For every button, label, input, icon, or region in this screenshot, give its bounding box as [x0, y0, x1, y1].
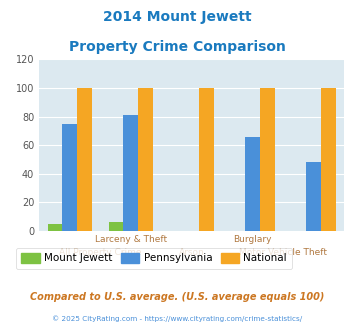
Legend: Mount Jewett, Pennsylvania, National: Mount Jewett, Pennsylvania, National [16, 248, 292, 269]
Bar [321, 88, 336, 231]
Bar [245, 137, 260, 231]
Bar [123, 115, 138, 231]
Bar [138, 88, 153, 231]
Bar [306, 162, 321, 231]
Text: Property Crime Comparison: Property Crime Comparison [69, 40, 286, 53]
Text: Motor Vehicle Theft: Motor Vehicle Theft [239, 248, 327, 257]
Bar [48, 224, 62, 231]
Text: © 2025 CityRating.com - https://www.cityrating.com/crime-statistics/: © 2025 CityRating.com - https://www.city… [53, 315, 302, 322]
Text: Arson: Arson [179, 248, 204, 257]
Bar [77, 88, 92, 231]
Text: 2014 Mount Jewett: 2014 Mount Jewett [103, 10, 252, 24]
Text: All Property Crime: All Property Crime [59, 248, 141, 257]
Text: Larceny & Theft: Larceny & Theft [94, 235, 167, 244]
Bar [199, 88, 214, 231]
Text: Compared to U.S. average. (U.S. average equals 100): Compared to U.S. average. (U.S. average … [30, 292, 325, 302]
Bar [260, 88, 275, 231]
Bar [109, 222, 123, 231]
Text: Burglary: Burglary [234, 235, 272, 244]
Bar [62, 124, 77, 231]
